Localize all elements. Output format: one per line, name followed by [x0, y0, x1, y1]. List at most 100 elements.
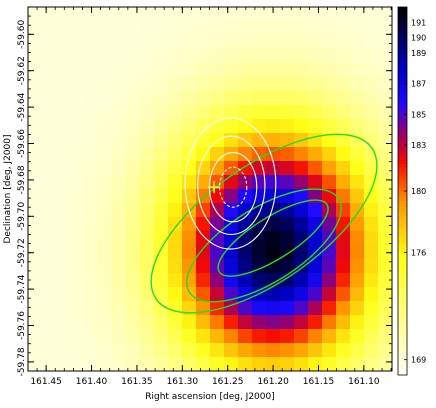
colorbar-tick-label: 169 — [411, 356, 426, 365]
colorbar-segment — [398, 92, 407, 97]
heatmap-cell — [28, 91, 43, 106]
colorbar-segment — [398, 114, 407, 118]
heatmap-cell — [84, 203, 99, 218]
heatmap-cell — [210, 189, 225, 204]
colorbar-segment — [398, 365, 407, 370]
heatmap-cell — [70, 357, 85, 371]
heatmap-cell — [182, 175, 197, 190]
heatmap-cell — [280, 91, 295, 106]
colorbar-segment — [398, 289, 407, 293]
colorbar-segment — [398, 276, 407, 281]
heatmap-cell — [224, 91, 239, 106]
colorbar-tick-label: 176 — [411, 248, 426, 257]
colorbar-segment — [398, 344, 407, 348]
heatmap-cell — [84, 77, 99, 92]
heatmap-cell — [364, 49, 379, 64]
colorbar-segment — [398, 7, 407, 11]
heatmap-cell — [252, 301, 267, 316]
heatmap-cell — [364, 357, 379, 371]
heatmap-cell — [56, 91, 71, 106]
colorbar-segment — [398, 157, 407, 161]
colorbar: 169 176 180 183 185 187 189 190 191 — [397, 6, 426, 376]
heatmap-cell — [98, 357, 113, 371]
heatmap-cell — [70, 91, 85, 106]
heatmap-cell — [182, 287, 197, 302]
heatmap-cell — [224, 287, 239, 302]
heatmap-cell — [294, 231, 309, 246]
heatmap-cell — [70, 77, 85, 92]
colorbar-segment — [398, 175, 407, 180]
heatmap-cell — [154, 217, 169, 232]
heatmap-cell — [238, 343, 253, 358]
heatmap-cell — [294, 49, 309, 64]
heatmap-cell — [182, 357, 197, 371]
heatmap-cell — [378, 91, 392, 106]
heatmap-cell — [196, 133, 211, 148]
green-contour — [186, 188, 342, 303]
x-tick-label: 161.30 — [167, 377, 199, 387]
heatmap-cell — [364, 245, 379, 260]
y-tick-label: -59.66 — [17, 129, 27, 158]
heatmap-cell — [28, 119, 43, 134]
heatmap-cell — [42, 77, 57, 92]
heatmap-cell — [350, 175, 365, 190]
y-tick-label: -59.60 — [17, 20, 27, 49]
heatmap-cell — [182, 21, 197, 36]
colorbar-segment — [398, 77, 407, 82]
heatmap-cell — [196, 315, 211, 330]
heatmap-cell — [224, 245, 239, 260]
heatmap-cell — [196, 245, 211, 260]
heatmap-cell — [378, 301, 392, 316]
heatmap-cell — [378, 119, 392, 134]
heatmap-cell — [126, 35, 141, 50]
heatmap-cell — [280, 161, 295, 176]
heatmap-cell — [322, 259, 337, 274]
heatmap-cell — [84, 357, 99, 371]
colorbar-tick-label: 191 — [411, 18, 426, 27]
heatmap-cell — [252, 63, 267, 78]
colorbar-segment — [398, 240, 407, 244]
heatmap-cell — [28, 329, 43, 344]
heatmap-cell — [294, 343, 309, 358]
heatmap-cell — [322, 203, 337, 218]
heatmap-cell — [378, 147, 392, 162]
heatmap-cell — [98, 49, 113, 64]
heatmap-cell — [350, 343, 365, 358]
heatmap-cell — [238, 357, 253, 371]
colorbar-segment — [398, 16, 407, 20]
colorbar-segment — [398, 10, 407, 14]
heatmap-cell — [238, 105, 253, 120]
heatmap-cell — [154, 147, 169, 162]
heatmap-cell — [280, 7, 295, 22]
heatmap-cell — [70, 7, 85, 22]
colorbar-segment — [398, 62, 407, 66]
heatmap-cell — [322, 63, 337, 78]
heatmap-cell — [84, 105, 99, 120]
heatmap-cell — [112, 7, 127, 22]
heatmap-cell — [126, 77, 141, 92]
heatmap-cell — [210, 259, 225, 274]
heatmap-cell — [266, 91, 281, 106]
heatmap-cell — [70, 315, 85, 330]
heatmap-cell — [98, 231, 113, 246]
heatmap-cell — [322, 7, 337, 22]
heatmap-cell — [224, 315, 239, 330]
heatmap-cell — [350, 231, 365, 246]
heatmap-cell — [378, 329, 392, 344]
colorbar-segment — [398, 283, 407, 287]
heatmap-cell — [294, 63, 309, 78]
heatmap-cell — [336, 7, 351, 22]
colorbar-segment — [398, 194, 407, 198]
heatmap-cell — [280, 21, 295, 36]
heatmap-cell — [42, 7, 57, 22]
heatmap-cell — [112, 231, 127, 246]
colorbar-segment — [398, 117, 407, 122]
heatmap-cell — [224, 77, 239, 92]
heatmap-cell — [322, 329, 337, 344]
heatmap-cell — [168, 35, 183, 50]
heatmap-cell — [42, 217, 57, 232]
heatmap-cell — [280, 77, 295, 92]
x-axis-label: Right ascension [deg, J2000] — [145, 392, 274, 402]
heatmap-cell — [112, 245, 127, 260]
heatmap-cell — [238, 35, 253, 50]
